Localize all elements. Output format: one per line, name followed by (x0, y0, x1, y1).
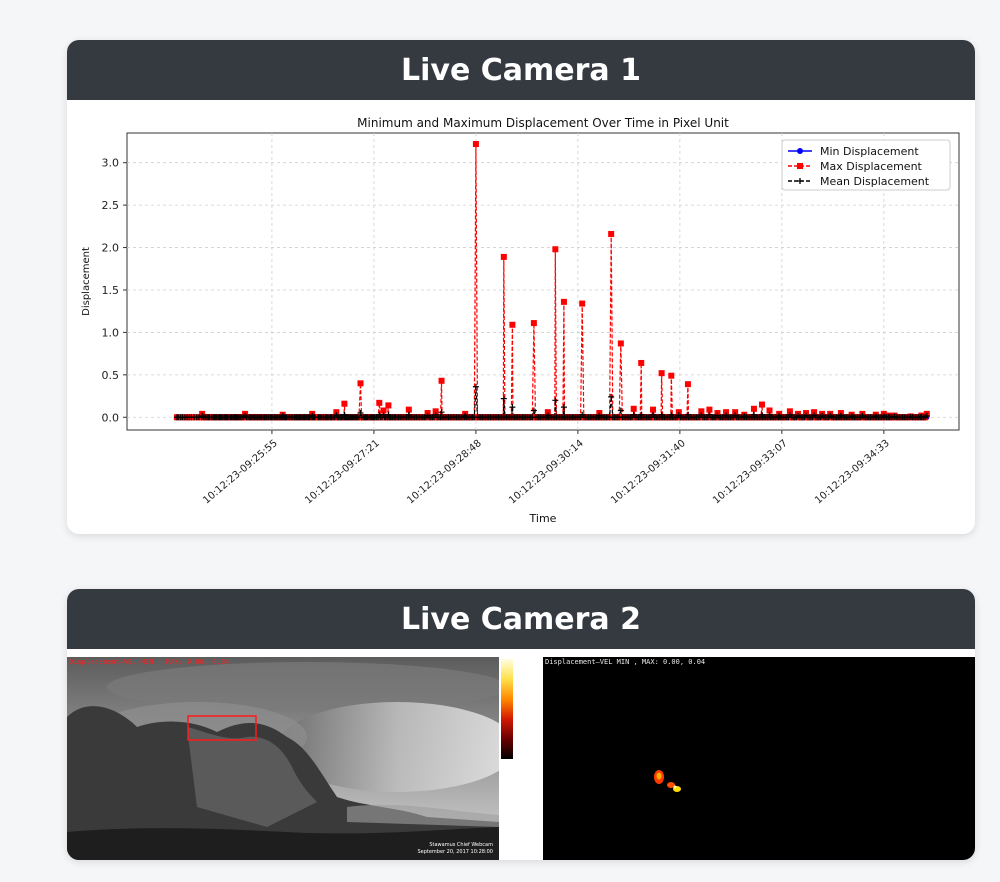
mean-displacement-point (848, 413, 855, 420)
mean-displacement-point (462, 412, 469, 419)
legend-label: Min Displacement (820, 145, 919, 158)
left-overlay-text: Displacement—VEL MIN , MAX: 0.00, 0.04 (69, 658, 230, 666)
camera1-card: Live Camera 1 0.0 0.5 1.0 1.5 2.0 2.5 3.0 10:12… (67, 40, 975, 534)
max-displacement-point (675, 409, 682, 416)
max-displacement-point (341, 400, 348, 407)
max-displacement-point (617, 340, 624, 347)
legend-marker-circle (797, 148, 803, 154)
mean-displacement-point (509, 404, 516, 411)
camera2-heatmap-feed: Displacement—VEL MIN , MAX: 0.00, 0.04 (543, 657, 975, 860)
displacement-chart-svg: 0.0 0.5 1.0 1.5 2.0 2.5 3.0 10:12:23-09:25:55 10… (81, 116, 960, 525)
mean-displacement-point (552, 397, 559, 404)
y-tick-label: 0.0 (102, 411, 120, 424)
max-displacement-point (759, 401, 766, 408)
y-axis-label: Displacement (81, 247, 92, 316)
mean-displacement-point (776, 412, 783, 419)
y-tick-label: 1.0 (102, 326, 120, 339)
max-displacement-point (579, 300, 586, 307)
y-tick-label: 1.5 (102, 284, 120, 297)
mean-displacement-point (617, 407, 624, 414)
heat-colorbar (501, 659, 513, 759)
camera2-grayscale-feed: Displacement—VEL MIN , MAX: 0.00, 0.04 S… (67, 657, 499, 860)
max-displacement-point (638, 359, 645, 366)
y-tick-label: 0.5 (102, 369, 120, 382)
x-tick-label: 10:12:23-09:30:14 (507, 438, 586, 506)
chart-title: Minimum and Maximum Displacement Over Ti… (357, 116, 729, 130)
max-displacement-point (750, 405, 757, 412)
max-displacement-point (684, 381, 691, 388)
camera2-feeds: Displacement—VEL MIN , MAX: 0.00, 0.04 S… (67, 657, 975, 860)
y-tick-label: 2.0 (102, 242, 120, 255)
watermark-title: Stawamus Chief Webcam (429, 842, 493, 848)
max-displacement-point (376, 399, 383, 406)
camera2-title: Live Camera 2 (67, 589, 975, 649)
webcam-watermark: Stawamus Chief Webcam September 20, 2017… (417, 842, 493, 856)
max-displacement-point (698, 408, 705, 415)
max-displacement-point (432, 408, 439, 415)
max-displacement-point (357, 380, 364, 387)
max-displacement-point (723, 409, 730, 416)
x-tick-label: 10:12:23-09:34:33 (813, 438, 892, 506)
mountain-webcam-image (67, 657, 499, 860)
y-tick-label: 3.0 (102, 157, 120, 170)
max-displacement-point (630, 405, 637, 412)
x-tick-label: 10:12:23-09:31:40 (609, 438, 688, 506)
legend-label: Mean Displacement (820, 175, 930, 188)
max-displacement-point (552, 246, 559, 253)
detection-box (187, 715, 257, 741)
max-displacement-point (333, 409, 340, 416)
max-displacement-point (560, 298, 567, 305)
mean-displacement-point (560, 404, 567, 411)
mean-displacement-point (530, 407, 537, 414)
watermark-date: September 20, 2017 10:28:00 (417, 849, 493, 855)
x-axis-label: Time (529, 512, 557, 525)
mean-displacement-point (500, 395, 507, 402)
mean-displacement-point (880, 412, 887, 419)
legend-marker-plus (797, 178, 803, 184)
camera1-title: Live Camera 1 (67, 40, 975, 100)
x-tick-label: 10:12:23-09:25:55 (201, 438, 280, 506)
mean-displacement-point (923, 412, 930, 419)
max-displacement-point (509, 321, 516, 328)
max-displacement-point (668, 372, 675, 379)
x-tick-label: 10:12:23-09:27:21 (303, 438, 382, 506)
mean-displacement-point (438, 409, 445, 416)
legend-label: Max Displacement (820, 160, 923, 173)
mean-displacement-point (242, 412, 249, 419)
right-overlay-text: Displacement—VEL MIN , MAX: 0.00, 0.04 (545, 658, 706, 666)
max-displacement-point (544, 409, 551, 416)
y-tick-label: 2.5 (102, 199, 120, 212)
max-displacement-point (650, 406, 657, 413)
max-displacement-point (530, 320, 537, 327)
max-displacement-point (472, 141, 479, 148)
mean-displacement-point (472, 383, 479, 390)
max-displacement-point (380, 407, 387, 414)
max-displacement-point (766, 407, 773, 414)
legend-marker-square (797, 163, 803, 169)
max-displacement-point (786, 408, 793, 415)
max-displacement-point (811, 409, 818, 416)
mean-displacement-point (608, 393, 615, 400)
displacement-chart: 0.0 0.5 1.0 1.5 2.0 2.5 3.0 10:12:23-09:25:55 10… (67, 100, 975, 534)
mean-displacement-point (357, 410, 364, 417)
max-displacement-point (405, 406, 412, 413)
max-displacement-point (438, 377, 445, 384)
legend-box (781, 139, 951, 191)
max-displacement-point (500, 253, 507, 260)
max-displacement-point (732, 409, 739, 416)
max-displacement-point (706, 406, 713, 413)
camera2-card: Live Camera 2 (67, 589, 975, 860)
x-tick-label: 10:12:23-09:33:07 (711, 438, 790, 506)
max-displacement-point (385, 402, 392, 409)
max-displacement-point (608, 230, 615, 237)
mean-displacement-point (872, 413, 879, 420)
max-displacement-point (658, 370, 665, 377)
heat-blob-image (654, 770, 681, 792)
x-tick-label: 10:12:23-09:28:48 (405, 438, 484, 506)
